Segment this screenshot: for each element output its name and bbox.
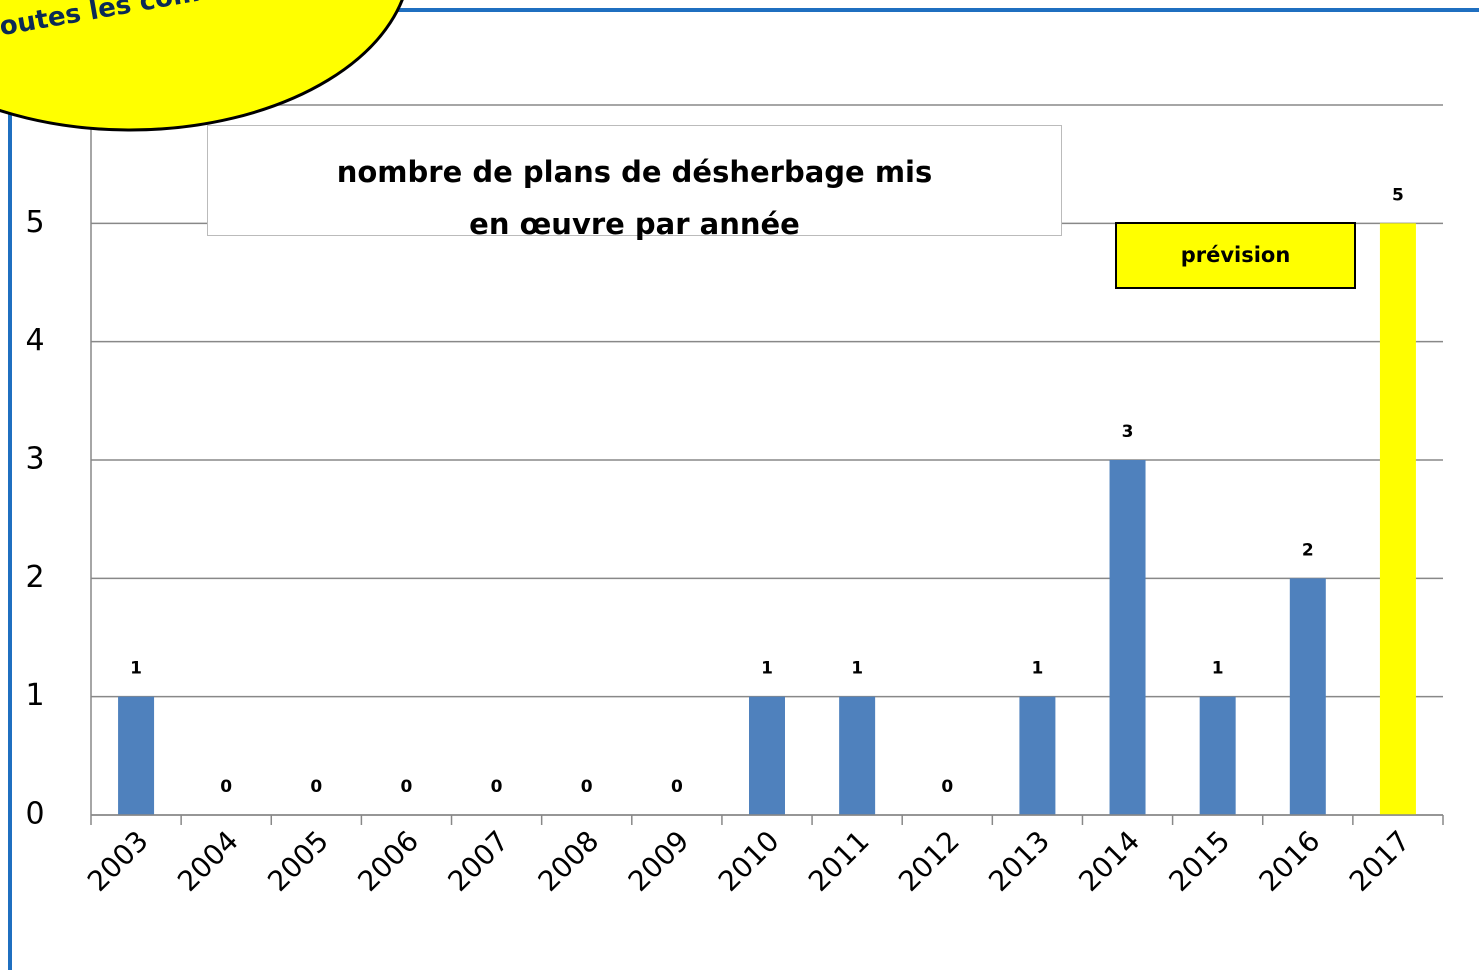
bar <box>1379 223 1416 816</box>
x-tick-label: 2008 <box>532 824 606 898</box>
x-tick-label: 2010 <box>712 824 786 898</box>
data-label: 2 <box>1302 540 1314 560</box>
data-label: 1 <box>1031 659 1043 679</box>
data-label: 0 <box>671 777 683 797</box>
x-tick-label: 2013 <box>982 824 1056 898</box>
x-tick-label: 2009 <box>622 824 696 898</box>
data-label: 5 <box>1392 185 1404 205</box>
bar <box>1019 696 1056 815</box>
y-tick-label: 2 <box>25 560 44 595</box>
x-tick-label: 2012 <box>892 824 966 898</box>
data-label: 1 <box>130 659 142 679</box>
data-label: 0 <box>581 777 593 797</box>
x-tick-label: 2014 <box>1072 824 1146 898</box>
bar <box>1289 578 1326 815</box>
x-tick-label: 2017 <box>1343 824 1417 898</box>
x-tick-label: 2015 <box>1163 824 1237 898</box>
data-label: 0 <box>310 777 322 797</box>
bar <box>839 696 876 815</box>
y-tick-label: 4 <box>25 323 44 358</box>
chart-title: nombre de plans de désherbage mis en œuv… <box>207 125 1062 241</box>
bar <box>749 696 785 815</box>
y-tick-label: 1 <box>25 678 44 713</box>
data-label: 0 <box>220 777 232 797</box>
data-label: 3 <box>1122 422 1134 442</box>
x-tick-label: 2016 <box>1253 824 1327 898</box>
data-label: 0 <box>941 777 953 797</box>
bar <box>1109 460 1146 815</box>
forecast-label: prévision <box>1115 222 1356 289</box>
data-label: 1 <box>851 659 863 679</box>
y-tick-label: 3 <box>25 442 44 477</box>
x-tick-label: 2007 <box>441 824 515 898</box>
data-label: 0 <box>401 777 413 797</box>
data-label: 1 <box>761 659 773 679</box>
x-tick-label: 2006 <box>351 824 425 898</box>
data-label: 0 <box>491 777 503 797</box>
y-tick-label: 5 <box>25 205 44 240</box>
x-tick-label: 2011 <box>802 824 876 898</box>
bar <box>1199 696 1236 815</box>
x-tick-label: 2005 <box>261 824 335 898</box>
bar <box>118 696 155 815</box>
data-label: 1 <box>1212 659 1224 679</box>
x-tick-label: 2003 <box>81 824 155 898</box>
x-tick-label: 2004 <box>171 824 245 898</box>
y-tick-label: 0 <box>25 797 44 832</box>
